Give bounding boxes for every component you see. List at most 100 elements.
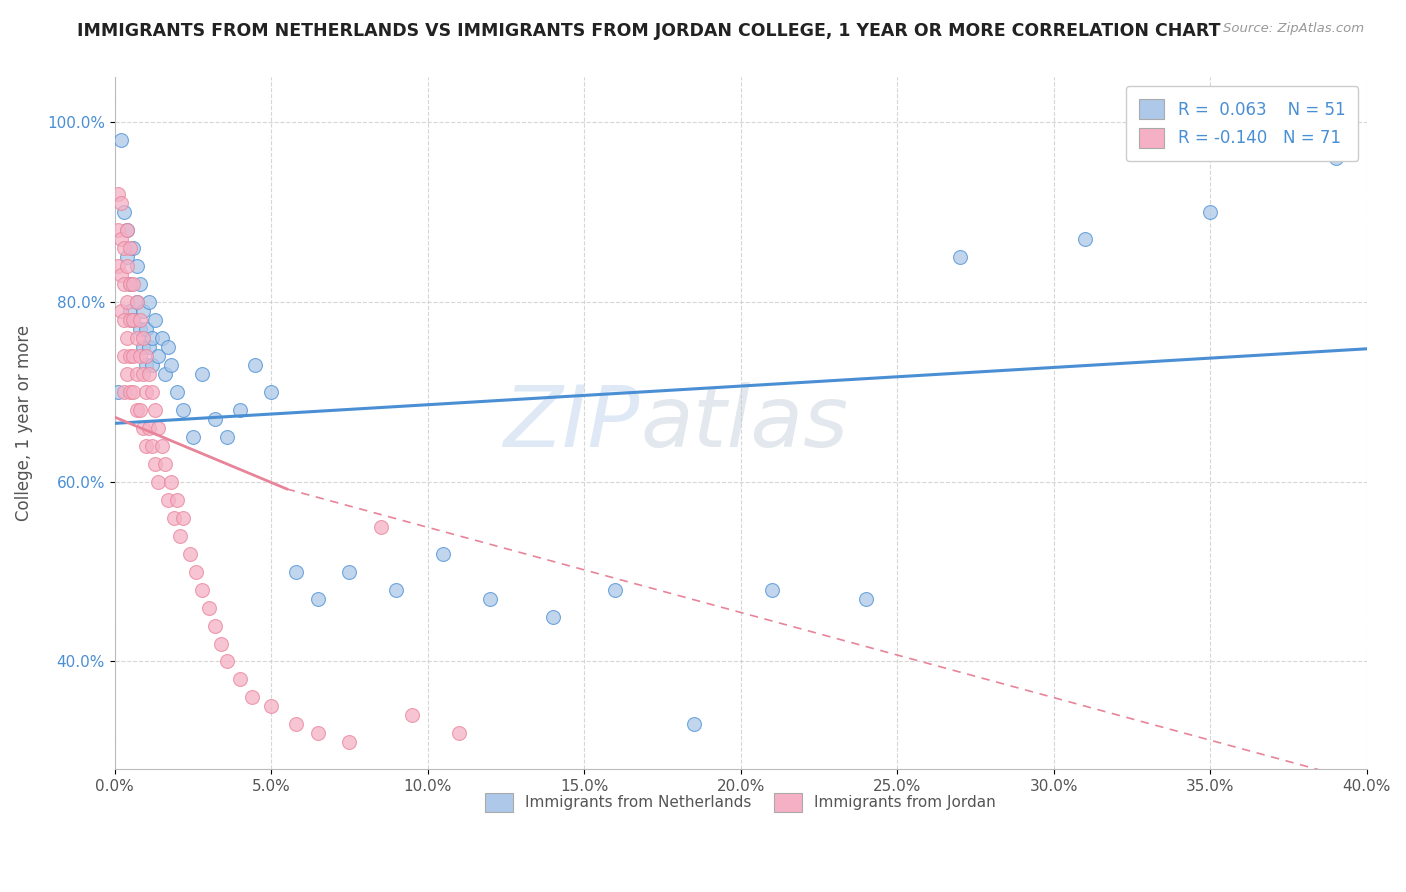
Point [169, 529, 191, 543]
Point [120, 241, 142, 255]
Point [855, 591, 877, 606]
Point [120, 277, 142, 291]
Point [191, 582, 214, 597]
Point [605, 582, 627, 597]
Point [107, 223, 129, 237]
Point [128, 277, 150, 291]
Point [135, 358, 157, 372]
Point [217, 430, 239, 444]
Point [761, 582, 783, 597]
Y-axis label: College, 1 year or more: College, 1 year or more [15, 326, 32, 522]
Point [135, 384, 157, 399]
Point [115, 259, 138, 273]
Point [128, 403, 150, 417]
Point [138, 367, 160, 381]
Point [191, 367, 214, 381]
Point [132, 421, 155, 435]
Point [115, 367, 138, 381]
Point [166, 492, 188, 507]
Point [132, 331, 155, 345]
Point [122, 313, 145, 327]
Point [153, 367, 176, 381]
Point [112, 313, 135, 327]
Point [1074, 232, 1097, 246]
Point [682, 717, 704, 731]
Point [132, 367, 155, 381]
Point [141, 384, 163, 399]
Point [307, 726, 329, 740]
Point [110, 232, 132, 246]
Point [132, 304, 155, 318]
Point [135, 439, 157, 453]
Point [107, 187, 129, 202]
Point [260, 384, 283, 399]
Point [339, 735, 361, 749]
Point [112, 384, 135, 399]
Point [115, 223, 138, 237]
Point [138, 421, 160, 435]
Point [122, 313, 145, 327]
Point [150, 439, 173, 453]
Point [385, 582, 408, 597]
Point [148, 421, 170, 435]
Point [285, 565, 308, 579]
Point [447, 726, 470, 740]
Point [125, 331, 148, 345]
Point [163, 510, 186, 524]
Point [115, 223, 138, 237]
Point [156, 492, 179, 507]
Point [156, 340, 179, 354]
Point [128, 313, 150, 327]
Point [115, 250, 138, 264]
Point [184, 565, 207, 579]
Point [128, 349, 150, 363]
Point [110, 133, 132, 147]
Point [112, 205, 135, 219]
Point [260, 699, 283, 714]
Point [115, 295, 138, 310]
Point [217, 655, 239, 669]
Point [479, 591, 502, 606]
Point [143, 403, 166, 417]
Point [128, 322, 150, 336]
Point [120, 304, 142, 318]
Point [160, 358, 183, 372]
Point [229, 673, 252, 687]
Point [172, 403, 194, 417]
Point [141, 439, 163, 453]
Point [110, 196, 132, 211]
Point [160, 475, 183, 489]
Point [138, 340, 160, 354]
Point [125, 367, 148, 381]
Point [138, 295, 160, 310]
Point [179, 547, 201, 561]
Point [141, 331, 163, 345]
Text: IMMIGRANTS FROM NETHERLANDS VS IMMIGRANTS FROM JORDAN COLLEGE, 1 YEAR OR MORE CO: IMMIGRANTS FROM NETHERLANDS VS IMMIGRANT… [77, 22, 1220, 40]
Point [120, 313, 142, 327]
Point [432, 547, 454, 561]
Point [125, 295, 148, 310]
Point [229, 403, 252, 417]
Point [209, 636, 232, 650]
Point [110, 268, 132, 282]
Point [125, 259, 148, 273]
Legend: Immigrants from Netherlands, Immigrants from Jordan: Immigrants from Netherlands, Immigrants … [474, 780, 1008, 824]
Point [401, 708, 423, 723]
Point [339, 565, 361, 579]
Point [204, 412, 226, 426]
Point [120, 384, 142, 399]
Point [541, 609, 564, 624]
Text: ZIP: ZIP [505, 382, 641, 465]
Text: atlas: atlas [641, 382, 849, 465]
Point [150, 331, 173, 345]
Point [143, 457, 166, 471]
Point [949, 250, 972, 264]
Point [172, 510, 194, 524]
Point [115, 331, 138, 345]
Point [1324, 151, 1347, 165]
Text: Source: ZipAtlas.com: Source: ZipAtlas.com [1223, 22, 1364, 36]
Point [107, 259, 129, 273]
Point [153, 457, 176, 471]
Point [107, 384, 129, 399]
Point [120, 349, 142, 363]
